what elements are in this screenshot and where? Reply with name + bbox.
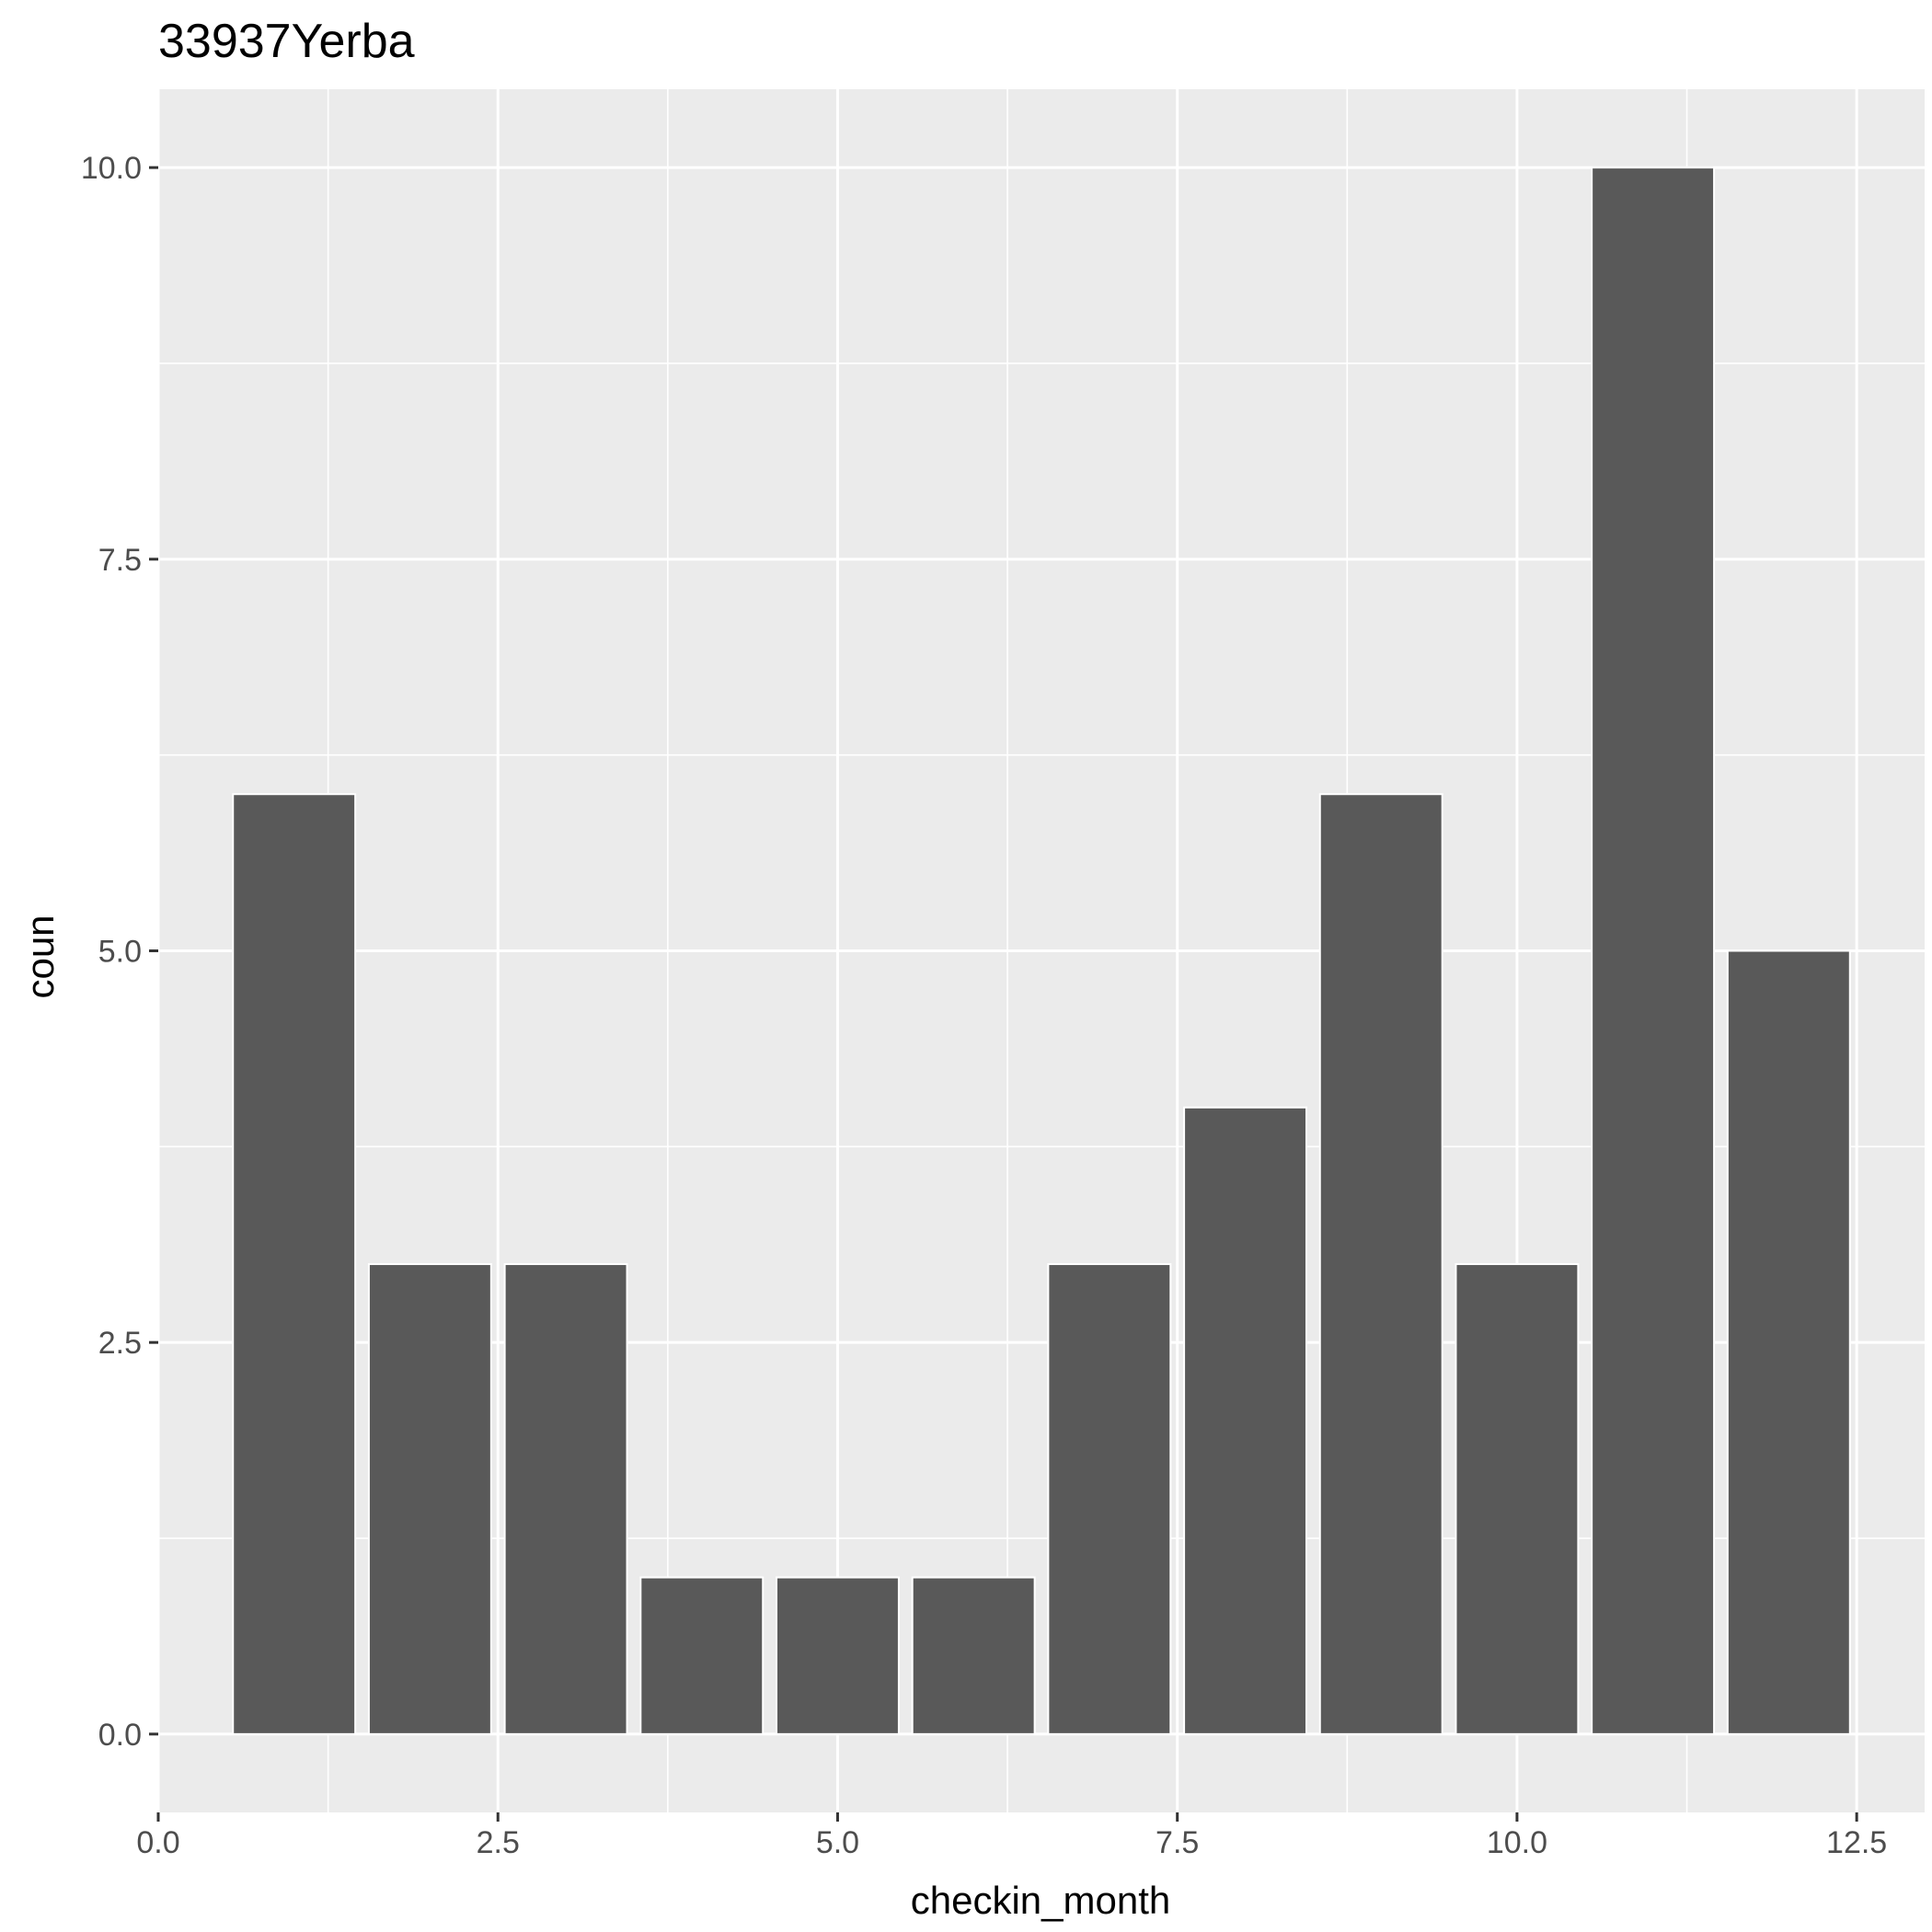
- bar-month-3: [503, 1263, 628, 1735]
- y-axis-title: coun: [18, 914, 62, 998]
- x-tick-label: 5.0: [816, 1825, 859, 1860]
- y-tick-label: 5.0: [98, 935, 142, 970]
- y-axis: 0.0 2.5 5.0 7.5 10.0: [81, 151, 158, 1753]
- bar-month-9: [1318, 793, 1443, 1735]
- x-tick-label: 7.5: [1156, 1825, 1199, 1860]
- bar-month-5: [776, 1576, 900, 1735]
- bar-month-7: [1047, 1263, 1172, 1735]
- bar-month-2: [367, 1263, 492, 1735]
- y-tick-label: 7.5: [98, 543, 142, 578]
- chart-title: 33937Yerba: [158, 15, 415, 68]
- y-tick-label: 0.0: [98, 1718, 142, 1753]
- bar-month-4: [639, 1576, 765, 1735]
- bar-month-6: [911, 1576, 1036, 1735]
- bar-month-8: [1183, 1106, 1307, 1735]
- bar-month-10: [1455, 1263, 1580, 1735]
- x-axis: 0.0 2.5 5.0 7.5 10.0 12.5: [136, 1812, 1887, 1860]
- x-tick-label: 12.5: [1826, 1825, 1887, 1860]
- x-tick-label: 10.0: [1487, 1825, 1547, 1860]
- bar-month-1: [232, 793, 357, 1735]
- y-tick-label: 2.5: [98, 1326, 142, 1361]
- x-tick-label: 0.0: [136, 1825, 179, 1860]
- bars: [232, 167, 1851, 1735]
- y-tick-label: 10.0: [81, 151, 142, 186]
- bar-month-11: [1591, 167, 1716, 1735]
- x-tick-label: 2.5: [477, 1825, 520, 1860]
- x-axis-title: checkin_month: [911, 1879, 1171, 1922]
- bar-month-12: [1726, 949, 1851, 1735]
